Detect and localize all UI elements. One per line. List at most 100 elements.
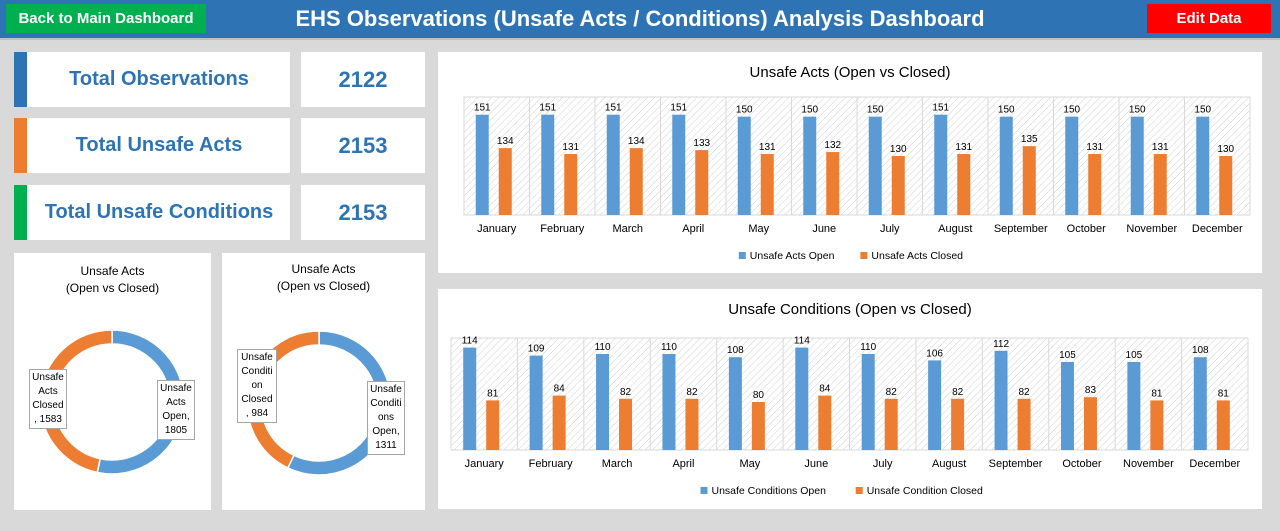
category-label: October <box>1067 223 1106 235</box>
chart-title: Unsafe Conditions (Open vs Closed) <box>728 301 972 318</box>
data-label: 151 <box>932 103 949 114</box>
bar-closed <box>818 395 832 450</box>
callout-line: 1805 <box>164 425 188 436</box>
bar-closed <box>957 154 971 215</box>
edit-data-button[interactable]: Edit Data <box>1147 4 1271 33</box>
kpi-label-text: Total Unsafe Acts <box>75 134 243 156</box>
chart-title: Unsafe Acts (Open vs Closed) <box>749 64 951 81</box>
bar-closed <box>629 148 643 215</box>
category-label: November <box>1126 223 1177 235</box>
data-label: 130 <box>890 144 907 155</box>
bar-open <box>1127 362 1141 450</box>
callout-line: Unsafe <box>160 383 192 394</box>
bar-closed <box>1088 154 1102 215</box>
kpi-total-observations-label: Total Observations <box>14 52 290 107</box>
bar-closed <box>1083 397 1097 450</box>
bar-closed <box>891 156 905 215</box>
bar-closed <box>552 395 566 450</box>
callout-line: Closed <box>241 394 273 405</box>
bar-closed <box>619 398 633 450</box>
kpi-accent-bar <box>14 185 27 240</box>
bar-open <box>1196 116 1210 215</box>
bar-chart: 114 81 January 109 84 February 110 82 March 110 82… <box>450 336 1249 497</box>
bar-closed <box>685 398 699 450</box>
category-label: December <box>1192 223 1243 235</box>
kpi-total-unsafe-acts-value: 2153 <box>301 118 425 173</box>
bar-open <box>928 360 942 450</box>
data-label: 150 <box>1063 105 1080 116</box>
data-label: 108 <box>727 345 744 356</box>
bar-open <box>934 114 948 215</box>
legend-swatch <box>738 252 746 259</box>
data-label: 108 <box>1192 345 1209 356</box>
category-label: August <box>932 458 966 470</box>
data-label: 109 <box>528 344 545 355</box>
kpi-total-unsafe-acts-label: Total Unsafe Acts <box>14 118 290 173</box>
legend-label: Unsafe Condition Closed <box>867 485 983 497</box>
bar-open <box>463 347 477 450</box>
callout-line: , 1583 <box>34 414 62 425</box>
donut-title: Unsafe Acts (Open vs Closed) <box>222 261 425 295</box>
back-to-main-dashboard-button[interactable]: Back to Main Dashboard <box>6 4 206 33</box>
data-label: 132 <box>824 140 841 151</box>
data-label: 150 <box>1129 105 1146 116</box>
category-label: March <box>612 223 643 235</box>
data-label: 82 <box>1018 387 1030 398</box>
category-label: May <box>739 458 760 470</box>
bar-closed <box>751 402 765 450</box>
donut-panel-unsafe-acts: Unsafe Acts (Open vs Closed) Unsafe Acts C… <box>14 253 211 510</box>
donut-title: Unsafe Acts (Open vs Closed) <box>14 263 211 297</box>
bar-closed <box>695 150 709 215</box>
data-label: 112 <box>993 339 1009 350</box>
bar-closed <box>486 400 500 450</box>
data-label: 150 <box>801 105 818 116</box>
header-divider <box>0 38 1280 40</box>
callout-line: Unsafe <box>370 384 402 395</box>
data-label: 81 <box>1218 388 1230 399</box>
data-label: 134 <box>628 136 645 147</box>
legend-swatch <box>860 252 868 259</box>
category-label: March <box>602 458 633 470</box>
category-label: June <box>804 458 828 470</box>
open-callout: Unsafe Conditi ons Open, 1311 <box>367 381 405 455</box>
data-label: 131 <box>955 142 972 153</box>
bar-open <box>994 350 1008 450</box>
data-label: 150 <box>1194 105 1211 116</box>
bar-closed <box>1219 156 1233 215</box>
category-label: February <box>540 223 585 235</box>
bar-open <box>737 116 751 215</box>
callout-line: Conditi <box>241 366 273 377</box>
data-label: 151 <box>605 103 622 114</box>
bar-open <box>529 355 543 450</box>
bar-open <box>1065 116 1079 215</box>
data-label: 130 <box>1217 144 1234 155</box>
data-label: 150 <box>736 105 753 116</box>
bar-closed <box>884 398 898 450</box>
callout-line: Closed <box>32 400 64 411</box>
kpi-accent-bar <box>14 118 27 173</box>
callout-line: , 984 <box>245 408 269 419</box>
data-label: 135 <box>1021 134 1038 145</box>
donut-panel-unsafe-conditions: Unsafe Acts (Open vs Closed) Unsafe Condi… <box>222 253 425 510</box>
bar-open <box>1060 362 1074 450</box>
data-label: 81 <box>1151 388 1163 399</box>
data-label: 131 <box>759 142 776 153</box>
data-label: 105 <box>1059 350 1076 361</box>
data-label: 110 <box>595 342 611 353</box>
callout-line: Unsafe <box>32 372 64 383</box>
category-label: November <box>1123 458 1174 470</box>
category-label: July <box>880 223 900 235</box>
bar-open <box>606 114 620 215</box>
callout-line: Unsafe <box>241 352 273 363</box>
callout-line: 1311 <box>375 440 397 451</box>
chart-panel-unsafe-acts: Unsafe Acts (Open vs Closed) 151 134 Janua… <box>438 52 1262 273</box>
data-label: 150 <box>867 105 884 116</box>
bar-open <box>868 116 882 215</box>
bar-open <box>662 354 676 450</box>
category-label: April <box>672 458 694 470</box>
bar-open <box>728 357 742 450</box>
closed-callout: Unsafe Acts Closed , 1583 <box>29 369 67 429</box>
category-label: April <box>682 223 704 235</box>
data-label: 151 <box>670 103 687 114</box>
data-label: 106 <box>926 348 943 359</box>
